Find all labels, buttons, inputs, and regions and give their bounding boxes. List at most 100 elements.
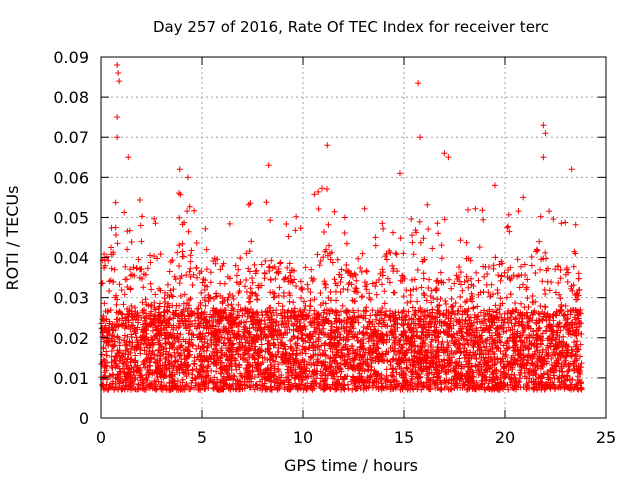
data-point [193,240,200,247]
data-point [364,374,371,381]
data-point [575,379,582,386]
data-point [265,324,272,331]
data-point [394,268,401,275]
data-point [286,292,293,299]
data-point [141,357,148,364]
data-point [487,293,494,300]
data-point [515,208,522,215]
data-point [290,322,297,329]
data-point [177,344,184,351]
data-point [419,258,426,265]
data-point [316,312,323,319]
data-point [562,357,569,364]
data-point [105,386,112,393]
data-point [273,312,280,319]
data-point [211,374,218,381]
data-point [338,360,345,367]
data-point [410,251,417,258]
data-point [276,260,283,267]
data-point [543,358,550,365]
data-point [491,314,498,321]
data-point [176,280,183,287]
data-point [307,318,314,325]
data-point [127,266,134,273]
data-point [165,361,172,368]
data-point [160,325,167,332]
data-point [433,285,440,292]
data-point [245,265,252,272]
data-point [164,303,171,310]
data-point [198,289,205,296]
data-point [373,291,380,298]
data-point [435,307,442,314]
data-point [351,355,358,362]
data-point [547,343,554,350]
data-point [491,356,498,363]
data-point [470,319,477,326]
data-point [315,188,322,195]
data-point [299,350,306,357]
data-point [187,310,194,317]
data-point [408,276,415,283]
data-point [557,267,564,274]
data-point [495,384,502,391]
data-point [300,309,307,316]
data-point [196,350,203,357]
data-point [180,347,187,354]
data-point [481,377,488,384]
data-point [267,304,274,311]
data-point [185,318,192,325]
data-point [279,351,286,358]
data-point [279,318,286,325]
data-point [331,342,338,349]
data-point [570,281,577,288]
data-point [383,348,390,355]
data-point [575,275,582,282]
data-point [472,205,479,212]
data-point [122,376,129,383]
data-point [326,384,333,391]
data-point [277,259,284,266]
data-point [182,325,189,332]
data-point [457,237,464,244]
data-point [448,303,455,310]
data-point [207,279,214,286]
data-point [225,335,232,342]
data-point [367,296,374,303]
data-point [244,313,251,320]
data-point [123,358,130,365]
data-point [439,365,446,372]
data-point [124,355,131,362]
data-point [177,343,184,350]
data-point [574,296,581,303]
data-point [550,372,557,379]
data-point [363,267,370,274]
data-point [343,240,350,247]
data-point [163,354,170,361]
data-point [211,255,218,262]
data-point [512,357,519,364]
data-point [184,348,191,355]
data-point [255,284,262,291]
data-point [258,335,265,342]
data-point [491,350,498,357]
data-point [115,386,122,393]
data-point [152,333,159,340]
data-point [475,363,482,370]
data-point [543,267,550,274]
data-point [463,358,470,365]
data-point [302,338,309,345]
data-point [521,261,528,268]
data-point [448,354,455,361]
data-point [298,286,305,293]
data-point [456,264,463,271]
data-point [255,371,262,378]
data-point [319,185,326,192]
data-point [520,347,527,354]
data-point [458,332,465,339]
data-point [204,372,211,379]
data-point [184,308,191,315]
data-point [160,308,167,315]
data-point [217,354,224,361]
data-point [103,381,110,388]
